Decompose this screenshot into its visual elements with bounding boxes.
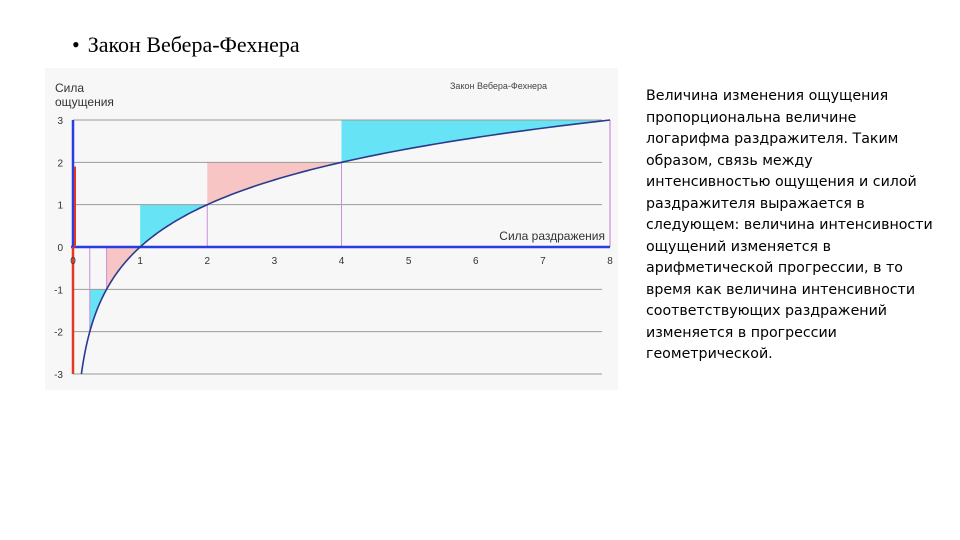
chart-title: Закон Вебера-Фехнера bbox=[450, 81, 547, 91]
x-tick-label-6: 6 bbox=[473, 256, 479, 267]
y-tick-label-3: 3 bbox=[57, 116, 63, 127]
slide-title: • Закон Вебера-Фехнера bbox=[72, 32, 300, 58]
chart-fills bbox=[89, 120, 610, 332]
y-tick-label--2: -2 bbox=[54, 328, 63, 339]
interval-fill-2 bbox=[140, 204, 208, 247]
y-axis-label-line1: Сила bbox=[55, 81, 84, 95]
weber-fechner-chart: 0 1 2 3 4 5 6 7 8 3 2 1 0 -1 -2 -3 Сила ощущения Сила разд… bbox=[45, 68, 618, 390]
y-tick-label--1: -1 bbox=[54, 285, 63, 296]
x-tick-label-3: 3 bbox=[272, 256, 278, 267]
y-tick-label-1: 1 bbox=[57, 201, 63, 212]
y-tick-label-0: 0 bbox=[57, 243, 63, 254]
x-tick-label-1: 1 bbox=[137, 256, 143, 267]
log-curve bbox=[80, 119, 611, 375]
x-axis-label: Сила раздражения bbox=[499, 229, 605, 243]
chart-axes bbox=[71, 120, 610, 374]
x-tick-label-4: 4 bbox=[339, 256, 345, 267]
interval-fill-3 bbox=[207, 162, 342, 205]
y-tick-label-2: 2 bbox=[57, 158, 63, 169]
interval-fill-4 bbox=[341, 120, 610, 163]
interval-fill-1 bbox=[106, 247, 141, 290]
chart-guides bbox=[89, 120, 611, 332]
x-tick-label-7: 7 bbox=[540, 256, 546, 267]
y-tick-label--3: -3 bbox=[54, 370, 63, 381]
x-tick-label-0: 0 bbox=[70, 256, 76, 267]
title-bullet: • bbox=[72, 32, 80, 57]
chart-grid bbox=[73, 119, 602, 375]
chart-curve bbox=[80, 119, 611, 375]
x-tick-label-8: 8 bbox=[607, 256, 613, 267]
interval-fill-0 bbox=[89, 289, 107, 332]
title-text: Закон Вебера-Фехнера bbox=[87, 32, 300, 57]
description-text: Величина изменения ощущения пропорционал… bbox=[646, 88, 933, 362]
y-axis-label-line2: ощущения bbox=[55, 95, 114, 109]
x-tick-label-5: 5 bbox=[406, 256, 412, 267]
x-tick-label-2: 2 bbox=[204, 256, 210, 267]
